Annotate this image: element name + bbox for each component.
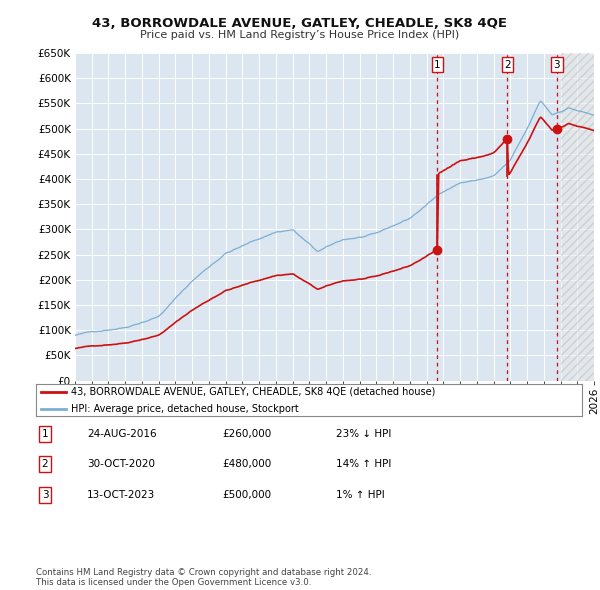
Text: Price paid vs. HM Land Registry’s House Price Index (HPI): Price paid vs. HM Land Registry’s House … — [140, 30, 460, 40]
Text: £480,000: £480,000 — [222, 460, 271, 469]
Text: 13-OCT-2023: 13-OCT-2023 — [87, 490, 155, 500]
Text: 23% ↓ HPI: 23% ↓ HPI — [336, 429, 391, 438]
Text: HPI: Average price, detached house, Stockport: HPI: Average price, detached house, Stoc… — [71, 404, 299, 414]
Text: 2: 2 — [504, 60, 511, 70]
Text: 2: 2 — [41, 460, 49, 469]
Text: 24-AUG-2016: 24-AUG-2016 — [87, 429, 157, 438]
Text: 1: 1 — [434, 60, 441, 70]
Text: 1% ↑ HPI: 1% ↑ HPI — [336, 490, 385, 500]
Text: 43, BORROWDALE AVENUE, GATLEY, CHEADLE, SK8 4QE: 43, BORROWDALE AVENUE, GATLEY, CHEADLE, … — [92, 17, 508, 30]
Text: 43, BORROWDALE AVENUE, GATLEY, CHEADLE, SK8 4QE (detached house): 43, BORROWDALE AVENUE, GATLEY, CHEADLE, … — [71, 386, 436, 396]
Text: 3: 3 — [41, 490, 49, 500]
Text: 1: 1 — [41, 429, 49, 438]
Text: Contains HM Land Registry data © Crown copyright and database right 2024.
This d: Contains HM Land Registry data © Crown c… — [36, 568, 371, 587]
Text: 14% ↑ HPI: 14% ↑ HPI — [336, 460, 391, 469]
Text: £500,000: £500,000 — [222, 490, 271, 500]
Text: £260,000: £260,000 — [222, 429, 271, 438]
Text: 3: 3 — [554, 60, 560, 70]
Text: 30-OCT-2020: 30-OCT-2020 — [87, 460, 155, 469]
